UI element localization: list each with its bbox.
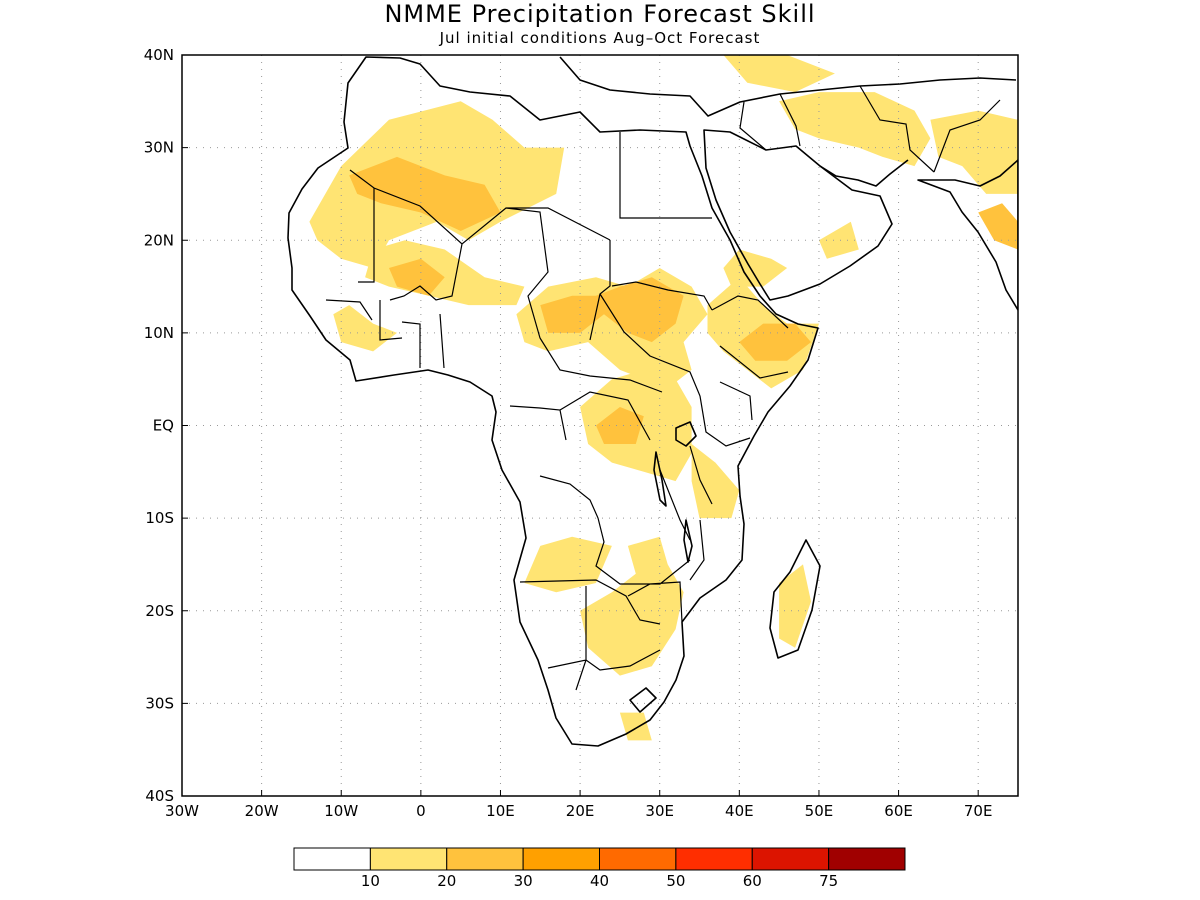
- lat-tick-label: 40N: [144, 46, 174, 64]
- legend-label: 30: [514, 872, 533, 890]
- skill-region-14: [524, 536, 612, 593]
- lesotho-border: [629, 687, 657, 713]
- skill-region-18: [779, 92, 931, 167]
- persian-gulf-coastline: [819, 159, 909, 187]
- legend-label: 50: [666, 872, 685, 890]
- lon-tick-label: 30W: [165, 802, 199, 820]
- skill-region-21: [978, 203, 1018, 250]
- lon-tick-label: 30E: [645, 802, 674, 820]
- legend-swatch-2: [446, 847, 524, 871]
- india-coastline: [917, 159, 1018, 311]
- lon-tick-label: 40E: [725, 802, 754, 820]
- madagascar-coastline: [769, 539, 821, 659]
- lake-malawi: [683, 519, 693, 563]
- skill-region-12: [596, 407, 644, 444]
- legend-swatch-6: [751, 847, 830, 871]
- lat-tick-label: 10N: [144, 324, 174, 342]
- lat-tick-label: 20N: [144, 231, 174, 249]
- arabia-coastline: [703, 129, 893, 301]
- skill-region-13: [691, 444, 740, 519]
- legend-swatch-3: [522, 847, 600, 871]
- lat-tick-label: 30S: [145, 694, 174, 712]
- skill-region-2: [365, 240, 525, 306]
- skill-region-20: [930, 110, 1018, 194]
- skill-region-8: [739, 323, 811, 361]
- legend-swatch-0: [293, 847, 371, 871]
- lon-tick-label: 70E: [964, 802, 993, 820]
- lon-tick-label: 20W: [245, 802, 279, 820]
- skill-region-3: [389, 258, 445, 296]
- legend-swatch-5: [675, 847, 753, 871]
- lat-tick-label: EQ: [153, 417, 174, 435]
- skill-region-19: [723, 55, 835, 93]
- skill-region-1: [349, 156, 501, 231]
- legend-label: 60: [743, 872, 762, 890]
- map-subtitle: Jul initial conditions Aug–Oct Forecast: [439, 29, 761, 47]
- legend-label: 75: [819, 872, 838, 890]
- lat-tick-label: 40S: [145, 787, 174, 805]
- legend-label: 20: [437, 872, 456, 890]
- map-plot-area: [182, 55, 1018, 796]
- legend-swatch-7: [828, 847, 906, 871]
- skill-region-6: [540, 277, 684, 343]
- map-title: NMME Precipitation Forecast Skill: [384, 0, 815, 28]
- country-borders: [325, 85, 1001, 691]
- north-coast-europe-asia: [559, 56, 1017, 117]
- legend-swatch-1: [369, 847, 448, 871]
- lon-tick-label: 20E: [566, 802, 595, 820]
- legend-label: 40: [590, 872, 609, 890]
- skill-region-10: [819, 221, 859, 259]
- lon-tick-label: 0: [416, 802, 426, 820]
- skill-region-17: [779, 564, 811, 648]
- africa-coastline: [287, 56, 819, 747]
- lon-tick-label: 60E: [884, 802, 913, 820]
- lat-tick-label: 20S: [145, 602, 174, 620]
- lake-victoria: [675, 421, 697, 447]
- legend-label: 10: [361, 872, 380, 890]
- map-axis-ticks: 30W 20W 10W 0 10E 20E 30E 40E 50E 60E 70E 40N 30N 20N…: [144, 46, 993, 820]
- color-legend: 10 20 30 40 50 60 75: [293, 847, 906, 890]
- lon-tick-label: 10E: [486, 802, 515, 820]
- lon-tick-label: 10W: [324, 802, 358, 820]
- coastlines-and-borders: [287, 56, 1018, 747]
- lake-tanganyika: [653, 451, 667, 507]
- lat-tick-label: 30N: [144, 139, 174, 157]
- lat-tick-label: 10S: [145, 509, 174, 527]
- legend-swatch-4: [599, 847, 677, 871]
- lon-tick-label: 50E: [805, 802, 834, 820]
